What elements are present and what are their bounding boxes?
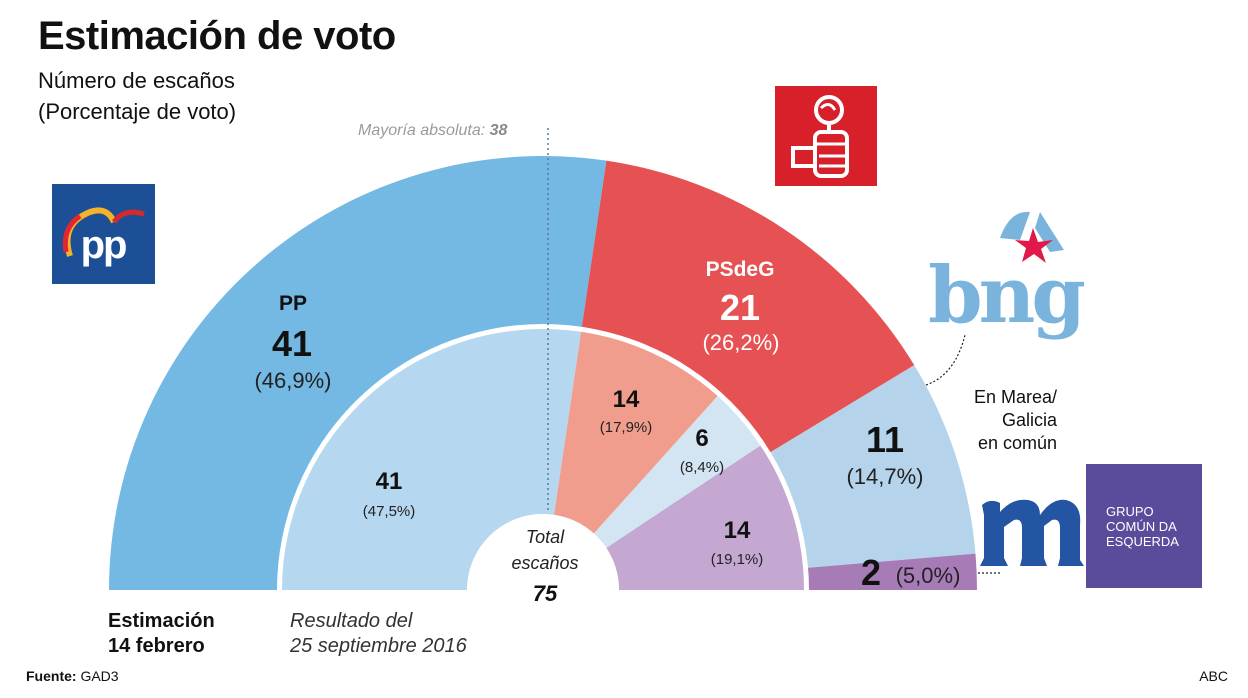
credit: ABC: [1199, 668, 1228, 684]
label-psdeg-pct: (26,2%): [702, 330, 779, 355]
label-pp-pct: (46,9%): [254, 368, 331, 393]
en-marea-label-line1: En Marea/: [973, 387, 1057, 407]
en-marea-logo: [980, 499, 1084, 566]
label-bng-seats: 11: [866, 419, 904, 460]
chart-subtitle-2: (Porcentaje de voto): [38, 99, 237, 124]
label-marea-seats: 2: [861, 552, 881, 593]
inner-segment-bng: [593, 396, 761, 548]
previous-label-1: Resultado del: [290, 610, 413, 632]
outer-segment-psdeg: [581, 160, 915, 455]
center-hole: [467, 514, 619, 666]
baseline-mask: [0, 591, 1248, 611]
bng-roof-icon-2: [1035, 212, 1064, 252]
psoe-fist-rose-icon: [791, 95, 849, 178]
majority-label-text: Mayoría absoluta:: [358, 122, 486, 139]
label-prev-bng-seats: 6: [695, 425, 708, 452]
outer-ring-estimate: [109, 155, 977, 590]
center-label-1: Total: [526, 527, 565, 547]
outer-segment-pp: [109, 155, 607, 590]
gce-logo-line2: COMÚN DA: [1106, 519, 1177, 534]
bng-logo-text: bng: [928, 250, 1084, 341]
label-prev-psdeg-seats: 14: [613, 386, 640, 413]
inner-segment-pp: [282, 329, 582, 590]
source-label: Fuente:: [26, 668, 77, 684]
estimate-label-2: 14 febrero: [108, 635, 205, 657]
label-prev-marea-pct: (19,1%): [711, 551, 764, 568]
label-psdeg-name: PSdeG: [706, 258, 775, 281]
bng-logo: bng: [928, 211, 1088, 341]
chart-subtitle: Número de escaños: [38, 68, 235, 93]
bng-star-icon: [1015, 228, 1053, 263]
en-marea-m-icon: [980, 499, 1084, 566]
source-note: Fuente: GAD3: [26, 668, 119, 684]
source-value: GAD3: [80, 668, 119, 684]
majority-value: 38: [489, 122, 508, 139]
pp-logo-icon: pp: [62, 207, 145, 267]
gce-logo: GRUPO COMÚN DA ESQUERDA: [1086, 464, 1202, 588]
center-label-2: escaños: [511, 553, 578, 573]
label-bng-pct: (14,7%): [846, 464, 923, 489]
en-marea-label-line2: Galicia: [1001, 410, 1057, 430]
bng-roof-icon: [1000, 211, 1030, 240]
inner-ring-legend: Resultado del 25 septiembre 2016: [290, 609, 467, 659]
outer-segment-en-marea-galicia-en-com-n: [804, 553, 977, 590]
center-total: 75: [533, 581, 558, 606]
label-prev-bng-pct: (8,4%): [680, 459, 724, 476]
label-pp-seats: 41: [272, 323, 312, 364]
inner-segment-psdeg: [554, 331, 718, 534]
label-prev-pp-seats: 41: [376, 468, 403, 495]
pp-logo: pp: [52, 184, 155, 284]
inner-ring-previous: [282, 329, 804, 590]
label-prev-marea-seats: 14: [724, 517, 751, 544]
gce-logo-line3: ESQUERDA: [1106, 534, 1179, 549]
previous-label-2: 25 septiembre 2016: [290, 635, 467, 657]
en-marea-label: En Marea/ Galicia en común: [930, 386, 1057, 455]
label-pp-name: PP: [279, 292, 307, 315]
inner-segment-en-marea: [606, 445, 804, 590]
estimate-label-1: Estimación: [108, 610, 215, 632]
svg-text:pp: pp: [81, 223, 126, 267]
outer-segment-bng: [767, 365, 976, 569]
label-prev-pp-pct: (47,5%): [363, 503, 416, 520]
bng-leader-line: [925, 334, 966, 386]
en-marea-label-line3: en común: [977, 433, 1057, 453]
label-marea-pct: (5,0%): [896, 563, 961, 588]
label-psdeg-seats: 21: [720, 287, 760, 328]
gce-logo-line1: GRUPO: [1106, 504, 1154, 519]
psoe-logo: [775, 86, 877, 186]
label-prev-psdeg-pct: (17,9%): [600, 419, 653, 436]
chart-title: Estimación de voto: [38, 14, 396, 58]
majority-label: Mayoría absoluta: 38: [358, 122, 507, 140]
outer-ring-legend: Estimación 14 febrero: [108, 609, 215, 659]
